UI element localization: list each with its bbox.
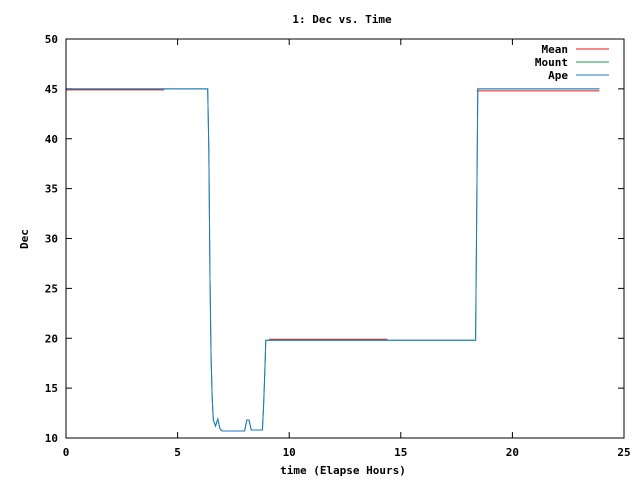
y-tick-label: 35	[45, 183, 58, 196]
x-axis-label: time (Elapse Hours)	[280, 464, 406, 477]
y-tick-label: 30	[45, 233, 58, 246]
series-mean	[66, 89, 600, 340]
x-tick-label: 10	[283, 446, 296, 459]
x-tick-label: 0	[63, 446, 70, 459]
y-tick-label: 45	[45, 83, 58, 96]
series-line-mount	[66, 88, 600, 432]
chart-title: 1: Dec vs. Time	[292, 13, 392, 26]
y-tick-label: 20	[45, 332, 58, 345]
axes: 0 5 10 15 20 25 10 15 20 25 30 35 40 45 50	[45, 33, 631, 459]
series-mount	[66, 88, 600, 432]
legend-label-mean: Mean	[542, 43, 569, 56]
y-axis-label: Dec	[18, 229, 31, 249]
series-ape	[66, 88, 600, 432]
y-tick-label: 40	[45, 133, 58, 146]
x-tick-label: 15	[394, 446, 407, 459]
legend-label-mount: Mount	[535, 56, 568, 69]
x-tick-label: 25	[617, 446, 630, 459]
y-tick-label: 50	[45, 33, 58, 46]
x-tick-label: 20	[506, 446, 519, 459]
x-tick-label: 5	[174, 446, 181, 459]
plot-area	[66, 88, 600, 432]
y-tick-label: 15	[45, 382, 58, 395]
y-tick-label: 25	[45, 282, 58, 295]
plot-frame	[65, 38, 625, 439]
series-line-ape	[66, 88, 600, 432]
legend-label-ape: Ape	[548, 69, 568, 82]
y-tick-label: 10	[45, 432, 58, 445]
